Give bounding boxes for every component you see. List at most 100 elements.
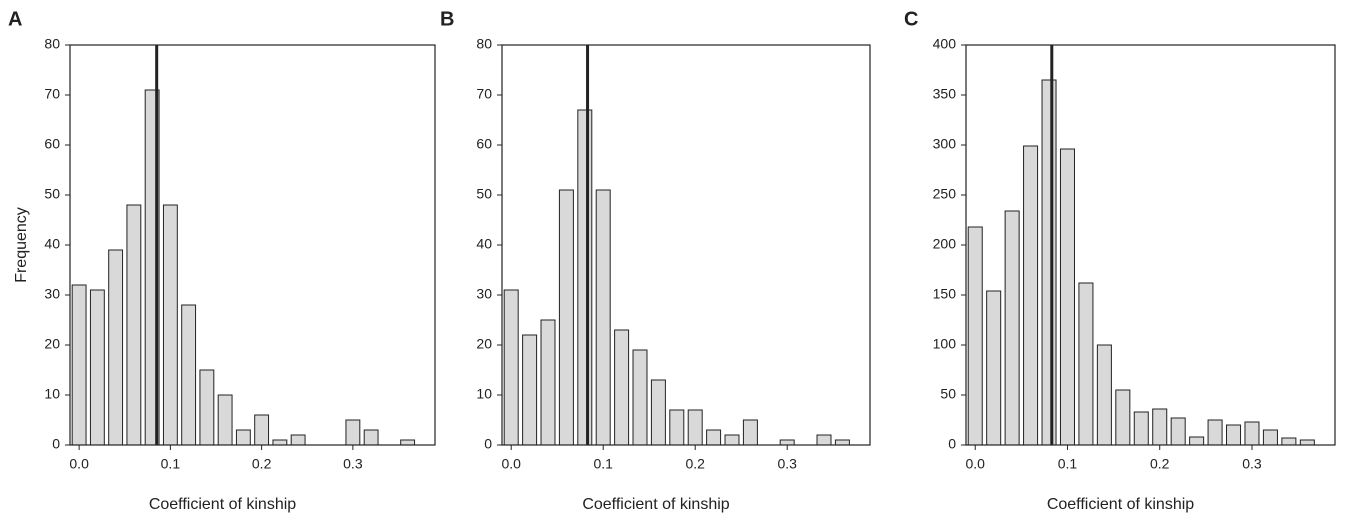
y-tick-label: 60 [44,136,60,152]
y-tick-label: 200 [933,236,957,252]
y-tick-label: 50 [44,186,60,202]
bar [558,189,574,446]
y-tick-label: 80 [476,36,492,52]
plot-frame [501,44,871,446]
bar [89,289,105,446]
y-tick-label: 250 [933,186,957,202]
bar [816,434,832,446]
bar [1299,439,1315,446]
bar [199,369,215,446]
bar [986,290,1002,446]
bar [1281,437,1297,446]
y-tick-label: 30 [476,286,492,302]
y-tick-label: 30 [44,286,60,302]
bar [724,434,740,446]
y-tick-label: 60 [476,136,492,152]
x-axis-label: Coefficient of kinship [149,496,296,513]
y-tick-label: 40 [44,236,60,252]
x-tick-label: 0.3 [1242,456,1262,472]
bar [1207,419,1223,446]
y-tick-label: 150 [933,286,957,302]
bar [595,189,611,446]
y-tick-label: 0 [52,436,60,452]
plot-frame [69,44,436,446]
panel-label: A [8,8,22,30]
bar [1096,344,1112,446]
y-tick-label: 80 [44,36,60,52]
bar [687,409,703,446]
y-tick-label: 20 [476,336,492,352]
y-tick-label: 0 [484,436,492,452]
bar [577,109,593,446]
x-tick-label: 0.1 [593,456,613,472]
bar [400,439,416,446]
bar [834,439,850,446]
bar [522,334,538,446]
bar [162,204,178,446]
x-tick-label: 0.0 [965,456,985,472]
y-tick-label: 10 [476,386,492,402]
bar [108,249,124,446]
plot-frame [965,44,1336,446]
bar [1262,429,1278,446]
bar [1152,408,1168,446]
panel-label: B [440,8,454,30]
bar [742,419,758,446]
bar [71,284,87,446]
bar [1226,424,1242,446]
bar [1078,282,1094,446]
bar [1133,411,1149,446]
bar [181,304,197,446]
y-tick-label: 10 [44,386,60,402]
bar [272,439,288,446]
y-tick-label: 0 [948,436,956,452]
bar [650,379,666,446]
bar [1059,148,1075,446]
bar [1170,417,1186,446]
x-axis-label: Coefficient of kinship [582,496,729,513]
y-tick-label: 400 [933,36,957,52]
y-tick-label: 70 [44,86,60,102]
bar [632,349,648,446]
x-tick-label: 0.2 [252,456,272,472]
bar [1115,389,1131,446]
bar [363,429,379,446]
y-axis-label: Frequency [13,207,30,283]
y-tick-label: 350 [933,86,957,102]
x-tick-label: 0.3 [777,456,797,472]
bar [1244,421,1260,446]
x-tick-label: 0.1 [1058,456,1078,472]
y-tick-label: 50 [940,386,956,402]
x-tick-label: 0.0 [69,456,89,472]
y-tick-label: 50 [476,186,492,202]
x-tick-label: 0.2 [685,456,705,472]
x-tick-label: 0.0 [501,456,521,472]
bar [669,409,685,446]
y-tick-label: 20 [44,336,60,352]
bar [540,319,556,446]
y-tick-label: 70 [476,86,492,102]
x-tick-label: 0.1 [161,456,181,472]
panel-label: C [904,8,918,30]
y-tick-label: 100 [933,336,957,352]
bar [503,289,519,446]
x-axis-label: Coefficient of kinship [1047,496,1194,513]
y-tick-label: 300 [933,136,957,152]
bar [126,204,142,446]
bar [1023,145,1039,446]
bar [779,439,795,446]
bar [614,329,630,446]
bar [235,429,251,446]
bar [1004,210,1020,446]
bar [217,394,233,446]
bar [254,414,270,446]
y-tick-label: 40 [476,236,492,252]
x-tick-label: 0.3 [343,456,363,472]
bar [290,434,306,446]
bar [967,226,983,446]
x-tick-label: 0.2 [1150,456,1170,472]
bar [1041,79,1057,446]
bar [345,419,361,446]
bar [706,429,722,446]
